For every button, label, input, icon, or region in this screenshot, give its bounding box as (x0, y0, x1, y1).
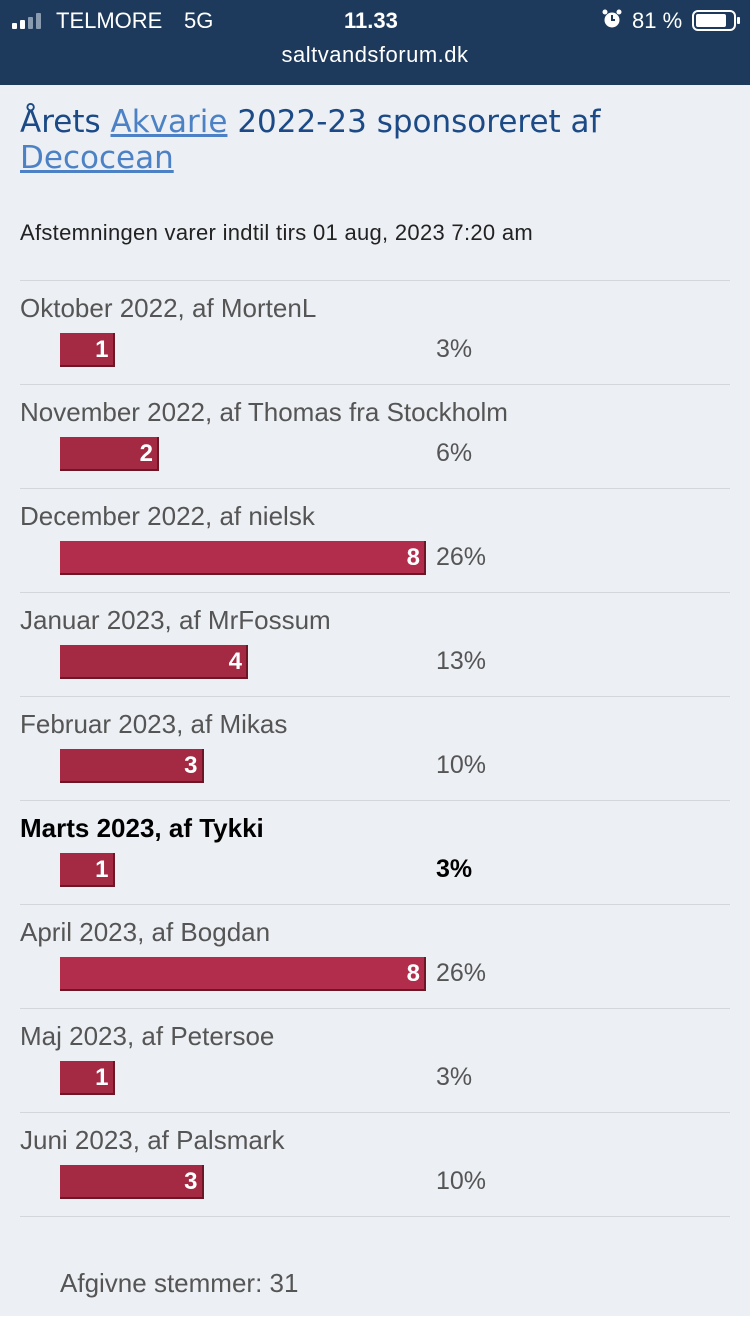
vote-count: 1 (95, 856, 109, 883)
option-label: Maj 2023, af Petersoe (20, 1021, 275, 1051)
vote-bar: 1 (60, 853, 115, 887)
vote-percent: 10% (436, 1167, 487, 1195)
divider (20, 1216, 730, 1217)
total-label: Afgivne stemmer: (60, 1268, 263, 1298)
poll-option: Maj 2023, af Petersoe 1 3% (20, 1008, 730, 1113)
title-link[interactable]: Decocean (20, 140, 174, 176)
url[interactable]: saltvandsforum.dk (281, 42, 469, 67)
alarm-icon (602, 9, 622, 28)
carrier: TELMORE (56, 8, 163, 33)
vote-percent: 3% (436, 335, 473, 363)
vote-bar: 2 (60, 437, 159, 471)
option-label: November 2022, af Thomas fra Stockholm (20, 397, 508, 427)
option-label: December 2022, af nielsk (20, 501, 315, 531)
title-text: 2022-23 sponsoreret af (237, 104, 601, 140)
network: 5G (184, 8, 214, 33)
vote-bar: 3 (60, 1165, 204, 1199)
vote-percent: 6% (436, 439, 473, 467)
vote-count: 8 (406, 544, 420, 571)
battery-icon (692, 10, 740, 31)
signal-icon (12, 13, 41, 29)
option-label: April 2023, af Bogdan (20, 917, 271, 947)
poll-option: Oktober 2022, af MortenL 1 3% (20, 280, 730, 385)
vote-bar: 8 (60, 957, 426, 991)
option-label: Juni 2023, af Palsmark (20, 1125, 285, 1155)
battery-level: 81 % (632, 8, 683, 33)
poll-deadline: Afstemningen varer indtil tirs 01 aug, 2… (20, 220, 534, 245)
vote-bar: 3 (60, 749, 204, 783)
vote-percent: 13% (436, 647, 487, 675)
bottom-strip (0, 1316, 750, 1334)
vote-bar: 8 (60, 541, 426, 575)
vote-total: Afgivne stemmer: 31 (60, 1268, 298, 1299)
vote-bar: 1 (60, 1061, 115, 1095)
vote-percent: 10% (436, 751, 487, 779)
poll-option: December 2022, af nielsk 8 26% (20, 488, 730, 593)
title-text: Årets (20, 104, 101, 140)
poll-option: Januar 2023, af MrFossum 4 13% (20, 592, 730, 697)
vote-count: 1 (95, 336, 109, 363)
vote-percent: 3% (436, 855, 473, 883)
title-link[interactable]: Akvarie (110, 104, 228, 140)
poll-option: Juni 2023, af Palsmark 3 10% (20, 1112, 730, 1217)
vote-count: 8 (406, 960, 420, 987)
vote-percent: 26% (436, 959, 487, 987)
vote-count: 4 (228, 648, 242, 675)
vote-bar: 1 (60, 333, 115, 367)
poll-option: April 2023, af Bogdan 8 26% (20, 904, 730, 1009)
option-label: Februar 2023, af Mikas (20, 709, 288, 739)
poll-title: Årets Akvarie 2022-23 sponsoreret af Deco… (20, 104, 710, 176)
vote-count: 1 (95, 1064, 109, 1091)
vote-count: 3 (184, 1168, 198, 1195)
option-label: Januar 2023, af MrFossum (20, 605, 331, 635)
vote-percent: 26% (436, 543, 487, 571)
vote-percent: 3% (436, 1063, 473, 1091)
vote-bar: 4 (60, 645, 248, 679)
vote-count: 2 (139, 440, 153, 467)
poll-option: Marts 2023, af Tykki 1 3% (20, 800, 730, 905)
browser-header: TELMORE 5G 11.33 81 % saltvandsforum.dk (0, 0, 750, 85)
clock: 11.33 (344, 8, 398, 33)
option-label: Oktober 2022, af MortenL (20, 293, 317, 323)
total-count: 31 (269, 1268, 299, 1298)
poll-option: Februar 2023, af Mikas 3 10% (20, 696, 730, 801)
poll-option: November 2022, af Thomas fra Stockholm 2 6… (20, 384, 730, 489)
vote-count: 3 (184, 752, 198, 779)
option-label: Marts 2023, af Tykki (20, 813, 264, 843)
